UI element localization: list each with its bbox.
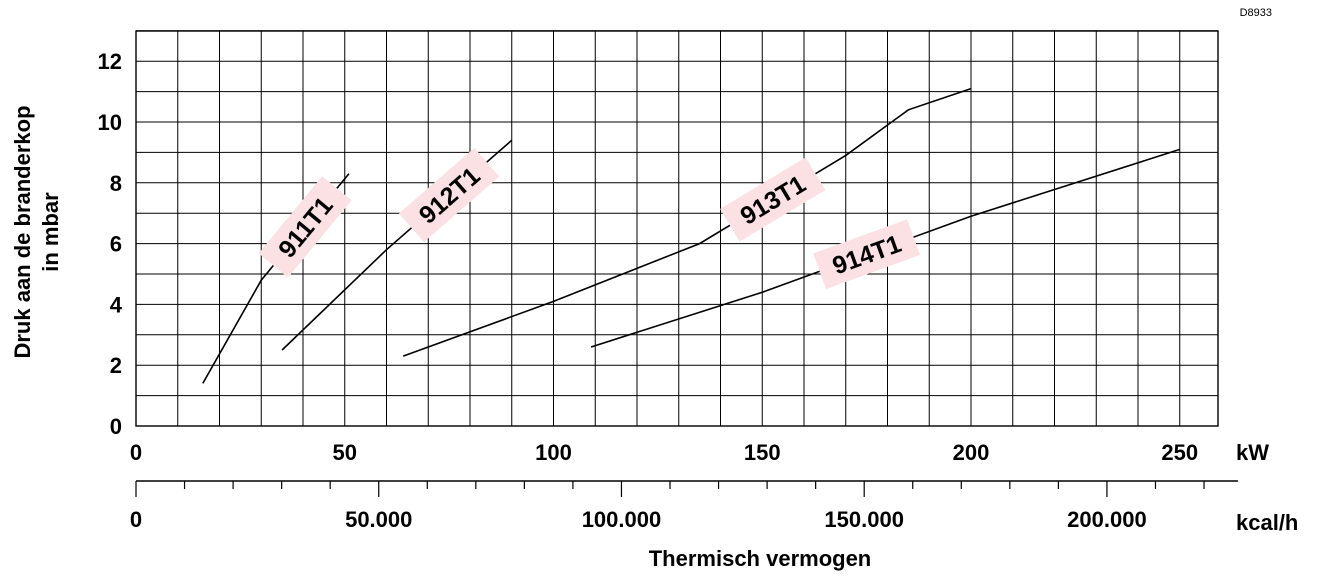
plot-frame	[135, 30, 1219, 427]
series-label-box	[720, 157, 826, 242]
x-axis-title: Thermisch vermogen	[649, 546, 872, 571]
y-tick-label: 10	[98, 110, 122, 135]
kcal-tick-label: 200.000	[1067, 507, 1147, 532]
y-tick-label: 2	[110, 353, 122, 378]
kcal-tick-label: 150.000	[824, 507, 904, 532]
figure-code: D8933	[1240, 7, 1272, 19]
series-label-box	[258, 176, 352, 278]
series-label-box	[813, 219, 921, 290]
y-tick-label: 12	[98, 49, 122, 74]
x-axis-kcal: 0 50.000 100.000 150.000 200.000	[130, 480, 1239, 532]
x-tick-label: 150	[744, 440, 781, 465]
y-axis-title-line2: in mbar	[38, 192, 63, 272]
y-tick-label: 4	[110, 292, 123, 317]
x-tick-label: 100	[535, 440, 572, 465]
x-tick-label: 0	[130, 440, 142, 465]
kcal-tick-label: 50.000	[345, 507, 412, 532]
series-label-911T1: 911T1	[258, 176, 352, 278]
y-tick-label: 0	[110, 414, 122, 439]
y-tick-label: 6	[110, 232, 122, 257]
series-label-913T1: 913T1	[720, 157, 826, 242]
x-unit-kw: kW	[1236, 440, 1269, 465]
series-label-912T1: 912T1	[398, 147, 500, 243]
y-tick-label: 8	[110, 171, 122, 196]
y-axis-title-line1: Druk aan de branderkop	[10, 105, 35, 358]
series-lines	[202, 87, 1181, 384]
kcal-tick-label: 100.000	[582, 507, 662, 532]
x-tick-label: 250	[1161, 440, 1198, 465]
y-axis: 0 2 4 6 8 10 12	[98, 49, 123, 439]
x-axis-kw: 0 50 100 150 200 250	[130, 440, 1198, 465]
kcal-tick-label: 0	[130, 507, 142, 532]
series-label-914T1: 914T1	[813, 219, 921, 290]
x-unit-kcal: kcal/h	[1236, 510, 1298, 535]
x-tick-label: 50	[333, 440, 357, 465]
series-label-box	[398, 147, 500, 243]
x-tick-label: 200	[953, 440, 990, 465]
